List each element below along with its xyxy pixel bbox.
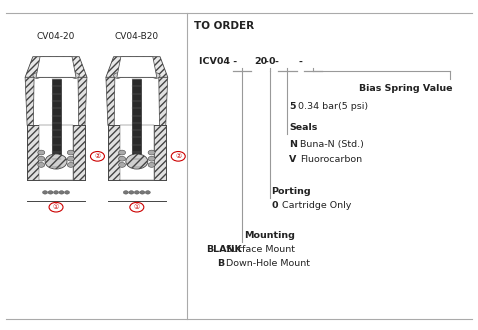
Circle shape [71,73,79,78]
Circle shape [45,154,67,169]
Text: Bias Spring Value: Bias Spring Value [359,83,453,93]
Text: Fluorocarbon: Fluorocarbon [300,155,362,164]
Text: Mounting: Mounting [244,231,294,240]
Text: 0: 0 [269,57,275,66]
Text: CV04-20: CV04-20 [37,32,75,41]
Polygon shape [25,77,34,125]
Circle shape [38,162,45,167]
Circle shape [33,73,41,78]
Text: B: B [217,259,224,268]
Circle shape [43,191,47,194]
Text: ①: ① [53,204,59,210]
Polygon shape [117,57,157,77]
Circle shape [134,191,139,194]
Circle shape [148,150,155,155]
Circle shape [90,151,104,161]
Text: V: V [289,155,296,164]
Polygon shape [52,79,61,167]
Circle shape [38,156,45,161]
Polygon shape [78,77,87,125]
Circle shape [119,156,126,161]
Polygon shape [73,125,85,181]
Polygon shape [106,57,168,77]
Text: 20: 20 [254,57,267,66]
Polygon shape [154,125,166,181]
Text: Cartridge Only: Cartridge Only [282,201,351,211]
Text: 5: 5 [289,102,295,111]
Circle shape [119,162,126,167]
Text: ②: ② [175,153,181,159]
Polygon shape [159,77,168,125]
Polygon shape [27,125,39,181]
Text: Buna-N (Std.): Buna-N (Std.) [300,140,364,149]
Circle shape [65,191,69,194]
Circle shape [171,151,185,161]
Text: ①: ① [134,204,140,210]
Circle shape [123,191,129,194]
Circle shape [145,191,150,194]
Text: -: - [298,57,302,66]
Circle shape [67,150,74,155]
Text: ②: ② [94,153,100,159]
Circle shape [49,202,63,212]
Circle shape [48,191,53,194]
Polygon shape [36,57,76,77]
Circle shape [148,162,155,167]
Circle shape [67,156,74,161]
Text: Down-Hole Mount: Down-Hole Mount [226,259,310,268]
Text: 0.34 bar(5 psi): 0.34 bar(5 psi) [298,102,369,111]
Circle shape [126,154,148,169]
Text: ICV04 -: ICV04 - [198,57,237,66]
Circle shape [114,73,121,78]
Text: CV04-B20: CV04-B20 [115,32,159,41]
Circle shape [148,156,155,161]
Text: BLANK: BLANK [206,245,241,254]
Polygon shape [108,125,120,181]
Text: Porting: Porting [272,187,311,196]
Circle shape [130,202,144,212]
Circle shape [59,191,64,194]
Polygon shape [106,77,115,125]
Circle shape [129,191,134,194]
Text: -: - [265,57,269,66]
Text: Surface Mount: Surface Mount [226,245,295,254]
Circle shape [140,191,145,194]
Circle shape [152,73,160,78]
Polygon shape [120,125,154,181]
Text: -: - [274,57,278,66]
Text: Seals: Seals [289,123,317,132]
Circle shape [38,150,45,155]
Circle shape [67,162,74,167]
Circle shape [54,191,58,194]
Circle shape [119,150,126,155]
Text: 0: 0 [272,201,278,211]
Polygon shape [132,79,141,167]
Text: TO ORDER: TO ORDER [194,21,254,31]
Text: N: N [289,140,297,149]
Polygon shape [25,57,87,77]
Polygon shape [39,125,73,181]
